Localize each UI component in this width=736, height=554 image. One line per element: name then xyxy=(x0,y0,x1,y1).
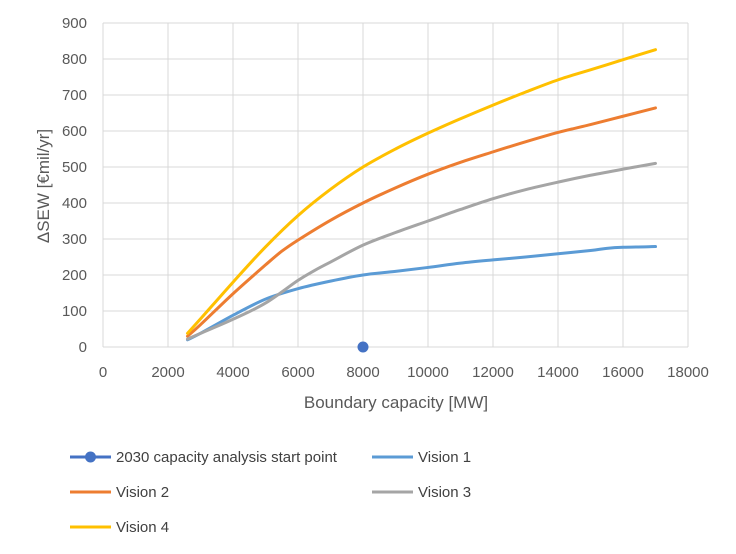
legend-label-vision-2: Vision 2 xyxy=(116,484,169,501)
axes: 0 100 200 300 400 500 600 700 800 900 0 2000 4000 600… xyxy=(62,15,709,381)
x-tick-label: 18000 xyxy=(667,364,709,381)
y-axis-title: ΔSEW [€mil/yr] xyxy=(34,129,53,243)
x-tick-label: 12000 xyxy=(472,364,514,381)
y-tick-label: 400 xyxy=(62,195,87,212)
y-tick-label: 900 xyxy=(62,15,87,32)
series-line-vision-1 xyxy=(186,245,657,342)
y-tick-label: 500 xyxy=(62,159,87,176)
legend-label-vision-1: Vision 1 xyxy=(418,449,471,466)
y-tick-label: 200 xyxy=(62,267,87,284)
y-tick-label: 600 xyxy=(62,123,87,140)
start-point-marker xyxy=(357,341,369,353)
x-tick-label: 2000 xyxy=(151,364,184,381)
legend-label-vision-4: Vision 4 xyxy=(116,519,169,536)
series-line-vision-3 xyxy=(186,161,657,341)
x-tick-label: 6000 xyxy=(281,364,314,381)
x-tick-label: 16000 xyxy=(602,364,644,381)
x-tick-label: 0 xyxy=(99,364,107,381)
legend: 2030 capacity analysis start point Vision… xyxy=(70,449,471,536)
plot-series xyxy=(186,48,657,353)
x-axis-title: Boundary capacity [MW] xyxy=(304,393,488,412)
y-tick-label: 0 xyxy=(79,339,87,356)
series-line-vision-2 xyxy=(186,106,657,338)
series-line-vision-4 xyxy=(186,48,657,335)
legend-label-2030-capacity-analysis-start-point: 2030 capacity analysis start point xyxy=(116,449,338,466)
legend-label-vision-3: Vision 3 xyxy=(418,484,471,501)
x-tick-label: 4000 xyxy=(216,364,249,381)
x-tick-label: 14000 xyxy=(537,364,579,381)
legend-marker-2030-capacity-analysis-start-point xyxy=(85,451,96,463)
gridlines xyxy=(102,22,689,348)
x-tick-label: 8000 xyxy=(346,364,379,381)
y-tick-label: 300 xyxy=(62,231,87,248)
y-tick-label: 100 xyxy=(62,303,87,320)
y-tick-label: 700 xyxy=(62,87,87,104)
x-tick-label: 10000 xyxy=(407,364,449,381)
y-tick-label: 800 xyxy=(62,51,87,68)
